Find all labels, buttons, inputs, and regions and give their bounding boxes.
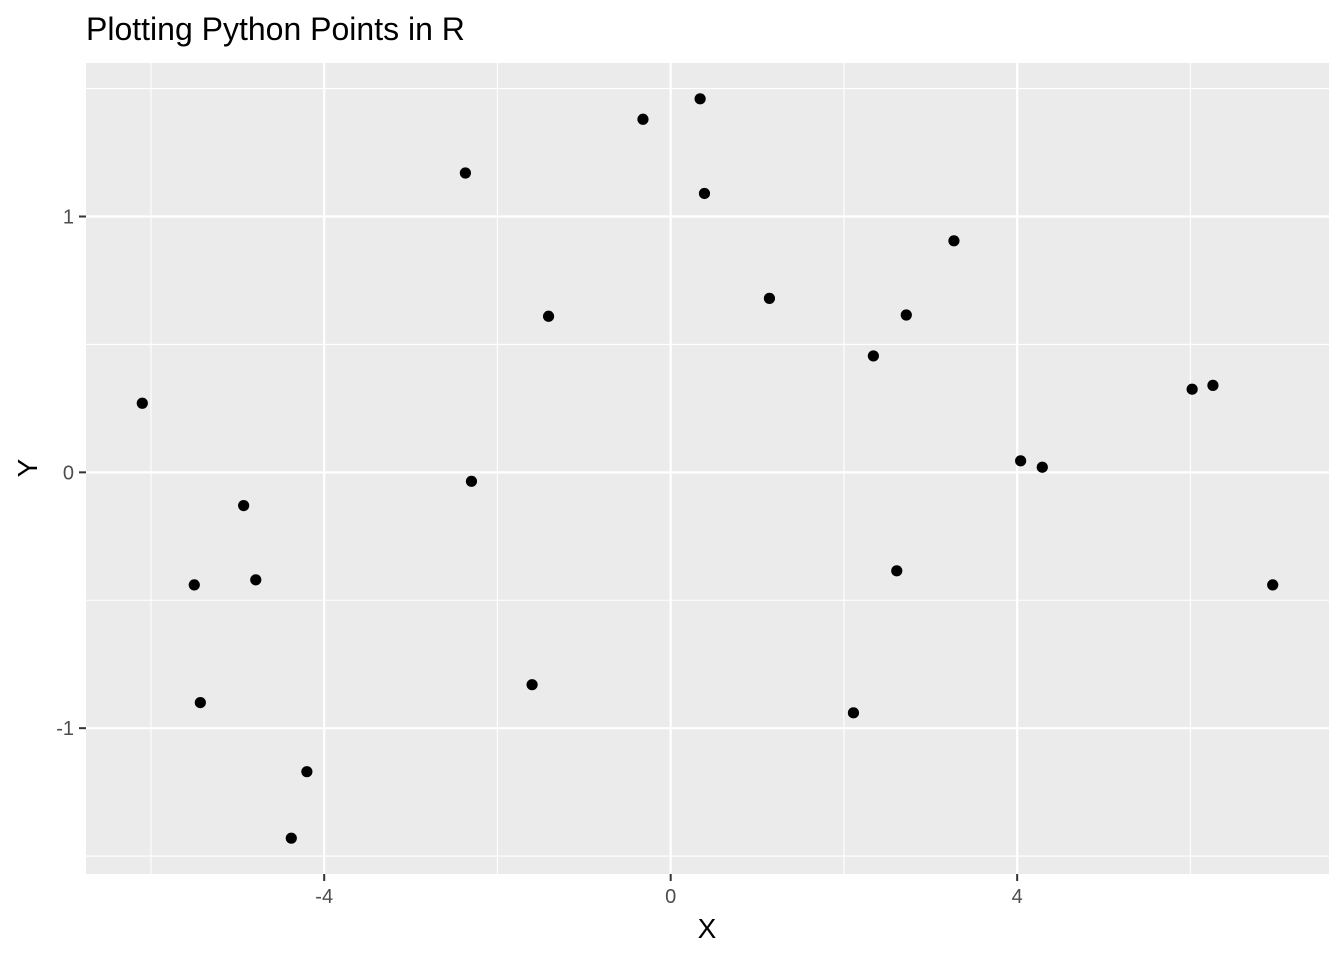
x-axis-title: X [698, 913, 717, 944]
data-point [1036, 461, 1048, 473]
data-point [891, 565, 903, 577]
data-point [694, 93, 706, 105]
data-point [194, 696, 206, 709]
data-point [465, 475, 478, 487]
data-point [285, 832, 297, 844]
chart-title: Plotting Python Points in R [86, 11, 465, 47]
data-point [136, 397, 148, 409]
data-point [238, 499, 250, 512]
minor-gridlines [86, 63, 1329, 874]
points-layer [136, 93, 1279, 844]
y-axis-title: Y [12, 458, 43, 477]
plot-panel [86, 63, 1329, 874]
data-point [1207, 379, 1219, 391]
y-axis: -1 0 1 [56, 207, 86, 740]
data-point [698, 187, 711, 200]
data-point [301, 766, 313, 778]
x-axis: -4 0 4 [315, 874, 1023, 908]
data-point [867, 350, 879, 362]
data-point [526, 679, 538, 691]
y-tick-label: 1 [63, 207, 74, 229]
data-point [1267, 579, 1279, 591]
data-point [188, 579, 200, 591]
x-tick-label: 0 [665, 886, 676, 908]
x-tick-label: 4 [1012, 886, 1023, 908]
y-tick-label: 0 [63, 462, 74, 484]
data-point [763, 292, 776, 304]
major-gridlines [86, 63, 1329, 874]
x-tick-label: -4 [315, 886, 333, 908]
data-point [1186, 383, 1198, 395]
data-point [459, 167, 471, 179]
data-point [1015, 455, 1027, 467]
data-point [847, 707, 860, 719]
y-tick-label: -1 [56, 718, 74, 740]
data-point [542, 310, 555, 322]
data-point [250, 574, 262, 586]
data-point [948, 235, 960, 247]
data-point [637, 113, 649, 125]
data-point [900, 309, 912, 321]
